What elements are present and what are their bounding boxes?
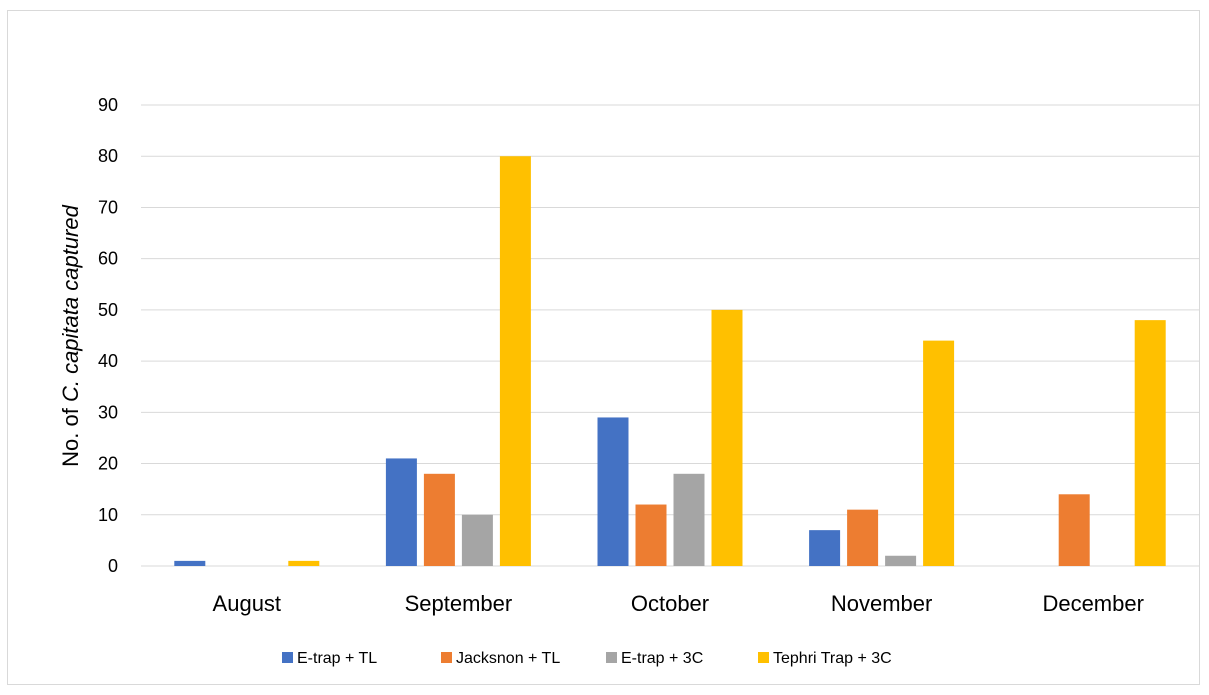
chart-frame	[7, 10, 1200, 685]
legend-swatch	[282, 652, 293, 663]
x-category-label: October	[631, 591, 709, 616]
x-category-label: December	[1042, 591, 1143, 616]
legend-item: E-trap + 3C	[606, 650, 703, 667]
bar	[499, 156, 531, 566]
legend: E-trap + TL Jacksnon + TL E-trap + 3C Tephr…	[282, 650, 892, 667]
gridlines	[141, 104, 1199, 567]
legend-label: E-trap + TL	[297, 650, 377, 667]
bar	[423, 473, 455, 566]
x-category-label: September	[405, 591, 513, 616]
x-axis-categories: August September October November December	[213, 591, 1144, 616]
bar	[385, 458, 417, 566]
legend-label: E-trap + 3C	[621, 650, 703, 667]
legend-label: Jacksnon + TL	[456, 650, 560, 667]
y-axis-title-part: C. capitata captured	[58, 204, 83, 402]
bar	[923, 340, 955, 566]
bar	[711, 309, 743, 566]
bar	[673, 473, 705, 566]
bar	[1058, 494, 1090, 566]
y-tick-label: 50	[98, 300, 118, 320]
y-tick-label: 30	[98, 402, 118, 422]
y-tick-label: 90	[98, 95, 118, 115]
bar	[288, 560, 320, 566]
bar	[885, 555, 917, 566]
y-axis-ticks: 0 10 20 30 40 50 60 70 80 90	[98, 95, 118, 576]
y-tick-label: 20	[98, 454, 118, 474]
x-category-label: November	[831, 591, 932, 616]
bar	[461, 514, 493, 566]
y-tick-label: 70	[98, 197, 118, 217]
y-tick-label: 0	[108, 556, 118, 576]
bar	[847, 509, 879, 566]
legend-swatch	[758, 652, 769, 663]
legend-label: Tephri Trap + 3C	[773, 650, 892, 667]
bars	[174, 156, 1166, 566]
legend-item: Jacksnon + TL	[441, 650, 560, 667]
bar	[174, 560, 206, 566]
y-axis-title-part: No. of	[58, 402, 83, 467]
bar	[809, 530, 841, 566]
bar	[635, 504, 667, 566]
y-tick-label: 40	[98, 351, 118, 371]
legend-item: Tephri Trap + 3C	[758, 650, 892, 667]
legend-item: E-trap + TL	[282, 650, 377, 667]
y-tick-label: 60	[98, 249, 118, 269]
legend-swatch	[441, 652, 452, 663]
y-tick-label: 80	[98, 146, 118, 166]
y-axis-title: No. of C. capitata captured	[58, 204, 83, 466]
bar	[597, 417, 629, 566]
y-tick-label: 10	[98, 505, 118, 525]
legend-swatch	[606, 652, 617, 663]
bar	[1134, 320, 1166, 566]
x-category-label: August	[213, 591, 282, 616]
